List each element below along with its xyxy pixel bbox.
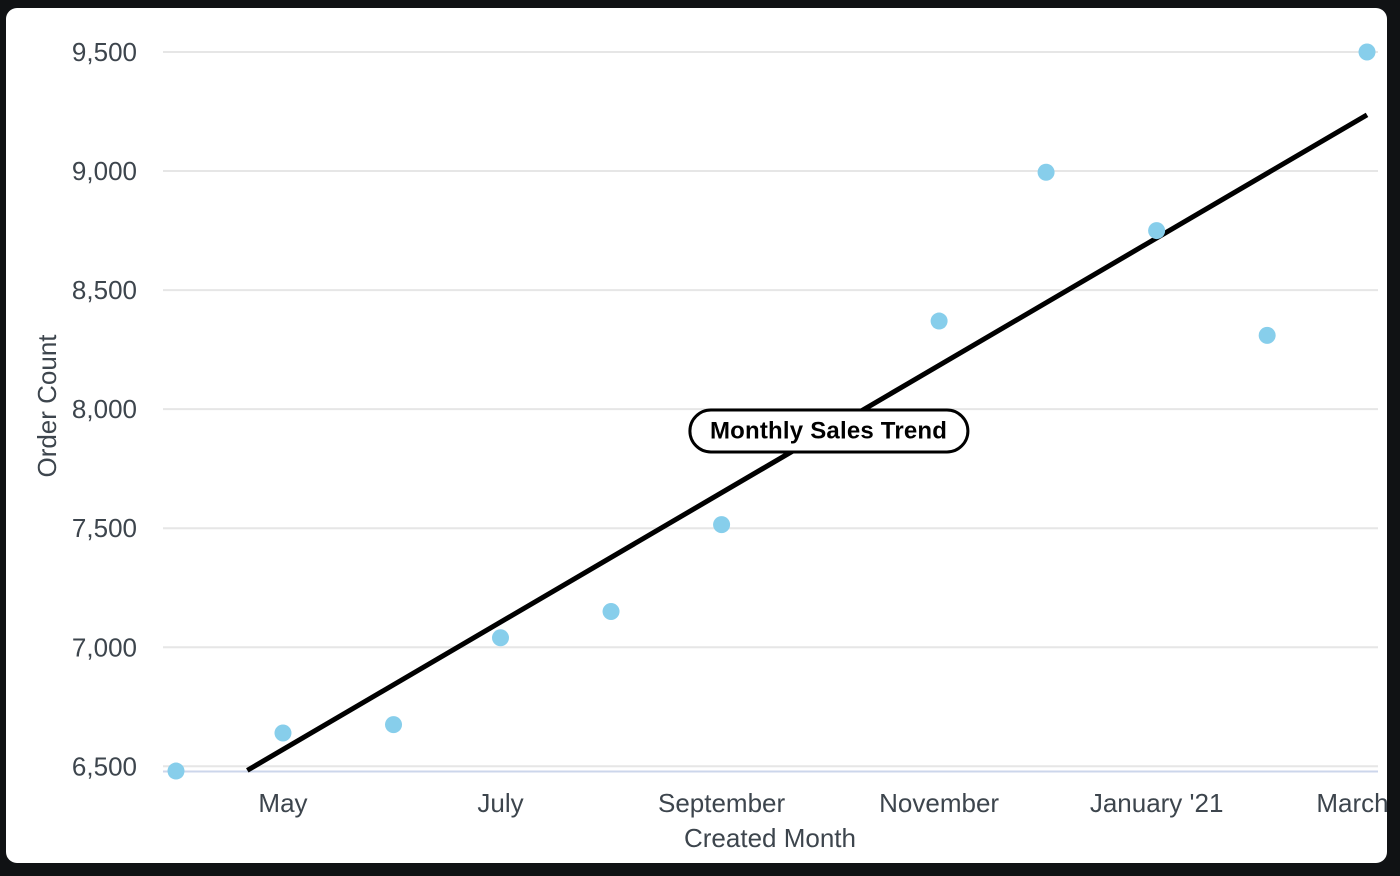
x-axis-tick-label: January '21: [1090, 788, 1224, 818]
data-point[interactable]: [1037, 163, 1055, 181]
data-point[interactable]: [1258, 326, 1276, 344]
data-point[interactable]: [930, 312, 948, 330]
data-point[interactable]: [274, 724, 292, 742]
x-axis-tick-label: November: [879, 788, 999, 818]
chart-title-text: Monthly Sales Trend: [709, 417, 948, 445]
chart-card: 6,500 7,000 7,500 8,000 8,500 9,000 9,500 May J…: [6, 8, 1389, 863]
x-axis-title: Created Month: [684, 823, 856, 853]
x-axis-tick-label: May: [258, 788, 307, 818]
x-axis-tick-label: September: [658, 788, 786, 818]
y-axis-title: Order Count: [32, 334, 62, 478]
y-axis-tick-label: 8,500: [72, 275, 137, 305]
y-axis-tick-label: 6,500: [72, 751, 137, 781]
y-axis-tick-label: 7,000: [72, 632, 137, 662]
gridlines: [163, 51, 1378, 768]
y-axis-tick-label: 7,500: [72, 513, 137, 543]
y-axis-tick-label: 9,500: [72, 37, 137, 67]
y-axis-tick-label: 8,000: [72, 394, 137, 424]
data-point[interactable]: [713, 516, 731, 534]
x-axis-tick-label: July: [477, 788, 523, 818]
x-axis-tick-labels: May July September November January '21 March: [258, 788, 1388, 818]
data-point[interactable]: [1358, 43, 1376, 61]
data-point[interactable]: [1148, 222, 1166, 240]
y-axis-tick-label: 9,000: [72, 156, 137, 186]
data-point[interactable]: [602, 603, 620, 621]
chart-title-annotation: Monthly Sales Trend: [687, 408, 970, 454]
data-point[interactable]: [167, 762, 185, 780]
data-point[interactable]: [491, 629, 509, 647]
x-axis-tick-label: March: [1316, 788, 1388, 818]
data-points: [167, 43, 1376, 780]
y-axis-tick-labels: 6,500 7,000 7,500 8,000 8,500 9,000 9,500: [72, 37, 137, 781]
data-point[interactable]: [385, 716, 403, 734]
